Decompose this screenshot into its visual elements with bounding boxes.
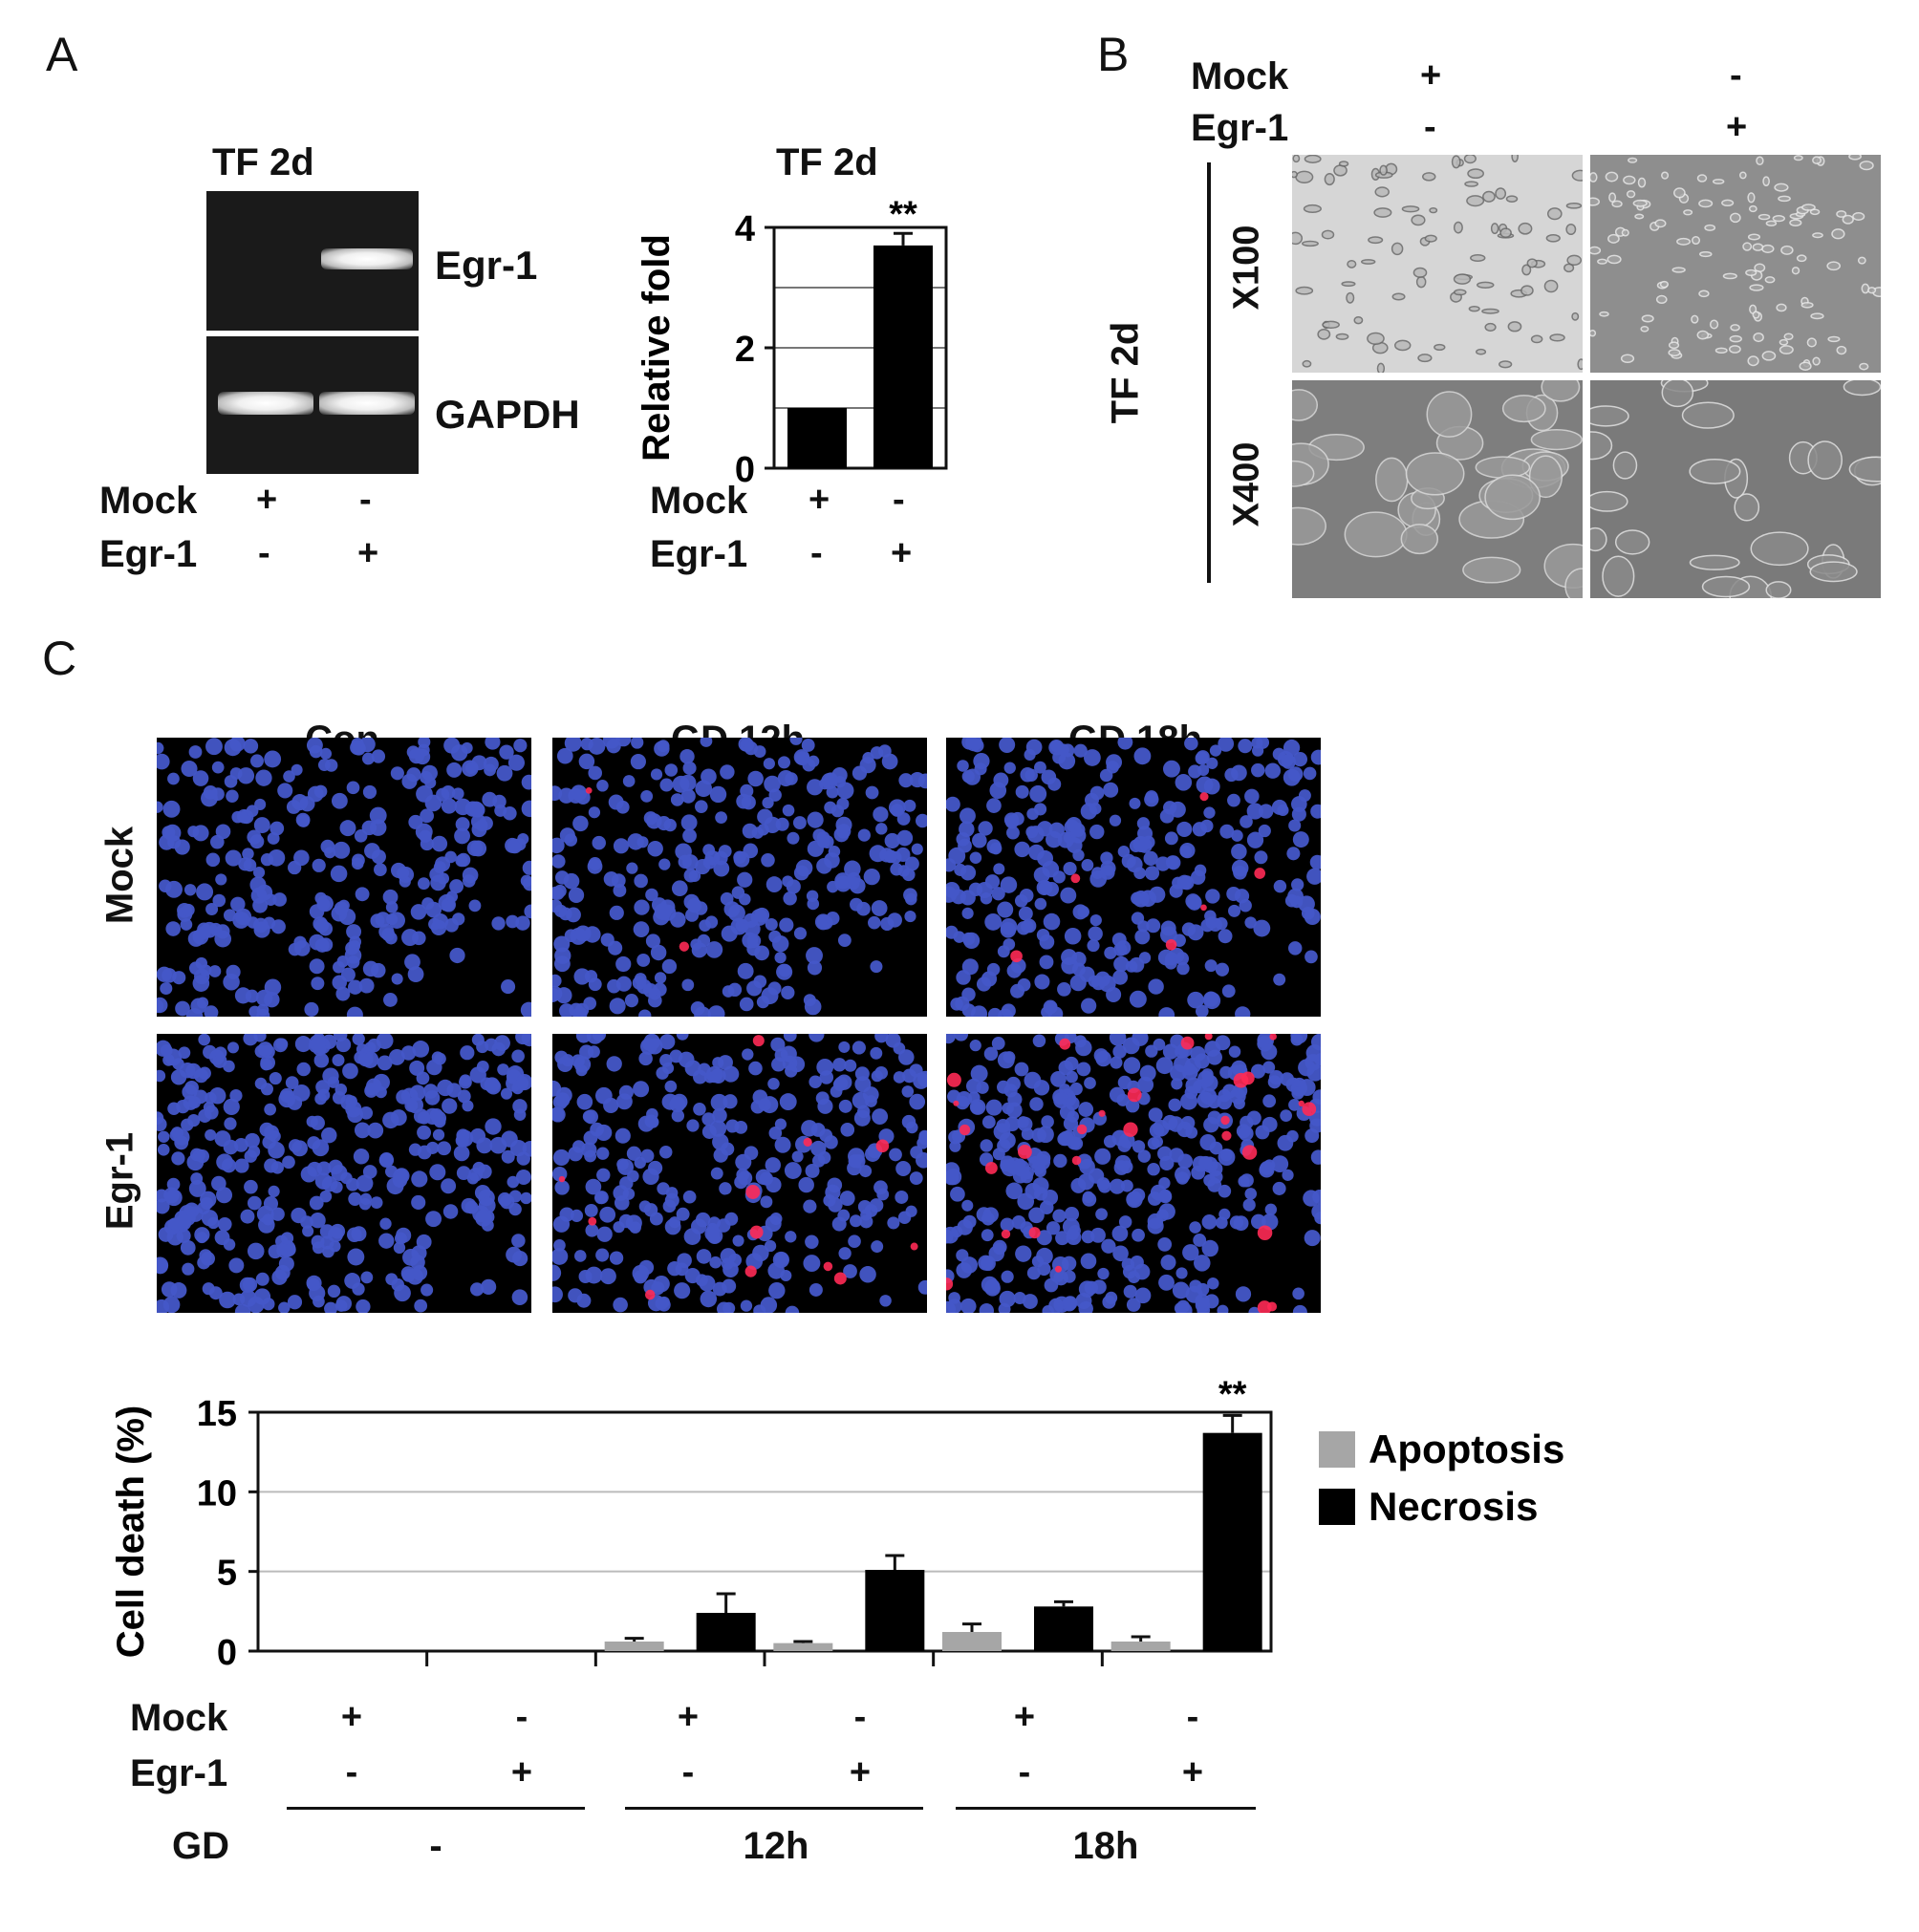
y-tick-label: 0 [217,1633,237,1673]
b-sign: + [1726,107,1748,147]
gd-group-12h: 12h [743,1825,809,1867]
b-sign: - [1730,55,1742,96]
gel-gapdh [206,336,419,474]
y-axis-label: Cell death (%) [110,1406,152,1658]
condition-sign: - [681,1752,695,1792]
bar [873,245,933,468]
b-sign: + [1420,55,1442,96]
bar-necrosis [1034,1606,1093,1651]
gd-group-line [287,1807,585,1810]
condition-sign: - [1186,1697,1199,1737]
condition-sign: + [1181,1752,1204,1792]
y-tick-label: 2 [735,330,755,370]
band-label-egr1: Egr-1 [435,243,538,288]
panel-c-label: C [42,632,77,685]
condition-sign: - [515,1697,528,1737]
condition-sign: - [853,1697,867,1737]
chart-row-label-egr1: Egr-1 [650,533,748,575]
y-tick-label: 0 [735,450,755,487]
gel-band [319,392,415,415]
condition-sign: + [849,1752,872,1792]
micrograph-egr1-x100 [1590,155,1881,373]
gel-title: TF 2d [212,141,314,183]
bar-necrosis [865,1570,925,1651]
gd-group-none: - [429,1825,442,1867]
fluor-mock-gd18h [946,738,1321,1017]
row-label-egr1: Egr-1 [99,533,198,575]
condition-sign: + [1013,1697,1036,1737]
fluor-egr1-gd18h [946,1034,1321,1313]
mag-label-x100: X100 [1226,225,1267,311]
bar-apoptosis [942,1632,1002,1651]
legend-swatch-apoptosis [1319,1431,1355,1468]
condition-sign: + [677,1697,700,1737]
y-tick-label: 15 [197,1394,237,1434]
bar-apoptosis [1110,1642,1171,1651]
b-sign: - [1424,107,1436,147]
plot-frame [772,225,948,470]
relative-fold-chart: 0 2 4 ** Relative fold [636,194,948,487]
y-tick-label: 5 [217,1554,237,1594]
panel-b-label: B [1097,28,1130,81]
micrograph-mock-x400 [1292,380,1583,598]
c-row-label-mock: Mock [98,826,141,925]
fluor-mock-con [157,738,531,1017]
band-label-gapdh: GAPDH [435,392,580,437]
plot-frame [256,1410,1273,1653]
y-tick-label: 10 [197,1473,237,1513]
legend-label-necrosis: Necrosis [1369,1484,1538,1529]
condition-sign: - [1018,1752,1031,1792]
cell-death-chart: 0 5 10 15 ** Cell death (%) Apoptosis Necrosis [110,1376,1564,1673]
panel-a-label: A [46,28,78,81]
bar-apoptosis [604,1642,664,1651]
chart-a-title: TF 2d [776,141,878,183]
lane-sign: - [359,480,372,520]
micrograph-mock-x100 [1292,155,1583,373]
legend-label-apoptosis: Apoptosis [1369,1427,1564,1471]
c-bottom-label-mock: Mock [130,1697,228,1739]
bar-apoptosis [773,1642,833,1651]
chart-row-label-mock: Mock [650,480,748,522]
significance-marker: ** [1218,1376,1247,1414]
b-group-label: TF 2d [1104,321,1147,424]
b-row-label-mock: Mock [1191,55,1289,97]
y-axis-label: Relative fold [636,234,678,462]
condition-sign: + [340,1697,363,1737]
gd-group-line [956,1807,1256,1810]
gd-group-line [625,1807,923,1810]
micrograph-egr1-x400 [1590,380,1881,598]
lane-sign: - [810,533,823,573]
lane-sign: + [256,480,278,520]
bar-necrosis [1202,1432,1262,1651]
bracket-line [1207,162,1211,583]
lane-sign: + [809,480,830,520]
condition-sign: + [510,1752,533,1792]
gel-egr1 [206,191,419,331]
legend-swatch-necrosis [1319,1489,1355,1525]
c-bottom-label-egr1: Egr-1 [130,1752,228,1794]
lane-sign: + [357,533,379,573]
gel-band [321,248,413,269]
bar [787,408,847,468]
y-tick-label: 4 [735,209,755,249]
gel-band [218,392,313,415]
mag-label-x400: X400 [1226,441,1267,527]
b-row-label-egr1: Egr-1 [1191,107,1289,149]
condition-sign: - [345,1752,358,1792]
lane-sign: + [891,533,913,573]
gd-label: GD [172,1825,229,1867]
lane-sign: - [893,480,905,520]
significance-marker: ** [889,194,917,234]
gd-group-18h: 18h [1072,1825,1139,1867]
lane-sign: - [258,533,270,573]
row-label-mock: Mock [99,480,198,522]
fluor-mock-gd12h [552,738,927,1017]
fluor-egr1-gd12h [552,1034,927,1313]
bar-necrosis [696,1613,756,1651]
fluor-egr1-con [157,1034,531,1313]
c-row-label-egr1: Egr-1 [98,1131,141,1231]
